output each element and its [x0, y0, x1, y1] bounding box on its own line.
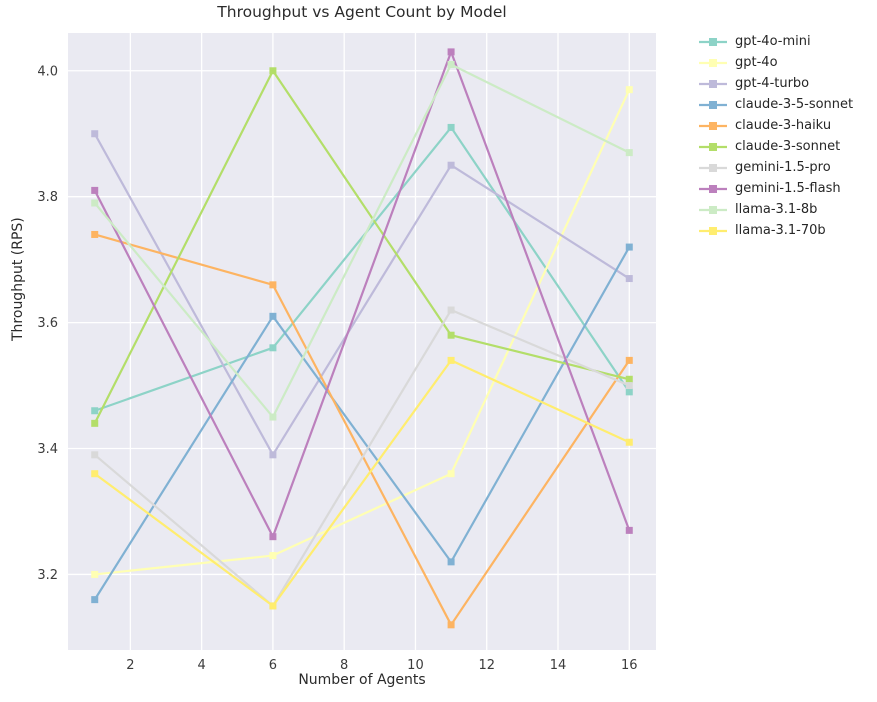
x-tick-label: 6 [269, 658, 277, 673]
legend-item-llama-3.1-70b: llama-3.1-70b [698, 223, 853, 239]
series-marker-gpt-4-turbo [447, 161, 455, 169]
x-tick-label: 12 [478, 658, 495, 673]
legend-swatch-icon [699, 38, 727, 46]
legend-swatch-icon [699, 227, 727, 235]
series-line-gpt-4-turbo [93, 132, 631, 456]
series-marker-claude-3-5-sonnet [625, 243, 633, 251]
y-tick-label: 3.2 [37, 568, 58, 583]
legend-swatch-icon [699, 101, 727, 109]
legend-swatch-icon [699, 122, 727, 130]
series-line-claude-3-sonnet [93, 69, 631, 425]
series-line-claude-3-5-sonnet [93, 245, 631, 601]
legend-swatch-icon [699, 206, 727, 214]
legend-label: claude-3-5-sonnet [735, 97, 854, 112]
series-line-llama-3.1-8b [93, 63, 631, 419]
series-marker-llama-3.1-8b [91, 199, 99, 207]
series-marker-gemini-1.5-flash [269, 533, 277, 541]
legend-item-gpt-4o-mini: gpt-4o-mini [698, 34, 853, 50]
legend-item-claude-3-haiku: claude-3-haiku [698, 118, 853, 134]
series-marker-gemini-1.5-pro [447, 306, 455, 314]
series-marker-gpt-4o [447, 470, 455, 478]
legend-swatch-icon [699, 164, 727, 172]
series-marker-gpt-4o [625, 86, 633, 94]
series-marker-claude-3-sonnet [625, 375, 633, 383]
series-marker-claude-3-5-sonnet [91, 596, 99, 604]
series-line-gemini-1.5-flash [93, 50, 631, 538]
x-axis-label: Number of Agents [298, 672, 426, 688]
series-marker-gpt-4o [269, 552, 277, 560]
series-line-gpt-4o-mini [93, 126, 631, 412]
x-tick-label: 8 [340, 658, 348, 673]
series-marker-llama-3.1-70b [625, 438, 633, 446]
y-tick-label: 3.4 [37, 442, 58, 457]
legend-swatch-icon [699, 80, 727, 88]
series-marker-claude-3-haiku [91, 230, 99, 238]
legend-swatch-icon [699, 59, 727, 67]
legend-label: claude-3-haiku [735, 118, 832, 133]
legend-item-gpt-4o: gpt-4o [698, 55, 853, 71]
series-marker-llama-3.1-70b [269, 602, 277, 610]
legend-item-llama-3.1-8b: llama-3.1-8b [698, 202, 853, 218]
y-tick-label: 3.8 [37, 190, 58, 205]
series-marker-gpt-4-turbo [269, 451, 277, 459]
legend-swatch-icon [699, 143, 727, 151]
plot-area [68, 33, 656, 650]
legend-label: llama-3.1-8b [735, 202, 818, 217]
series-marker-gpt-4o-mini [625, 388, 633, 396]
series-line-claude-3-haiku [93, 233, 631, 626]
x-tick-label: 16 [621, 658, 638, 673]
series-marker-llama-3.1-8b [447, 60, 455, 68]
series-marker-llama-3.1-8b [269, 413, 277, 421]
chart-title: Throughput vs Agent Count by Model [217, 3, 507, 21]
series-line-gemini-1.5-pro [93, 308, 631, 608]
legend-label: gpt-4o [735, 55, 778, 70]
series-marker-claude-3-haiku [447, 621, 455, 629]
series-marker-claude-3-5-sonnet [447, 558, 455, 566]
series-marker-llama-3.1-70b [447, 356, 455, 364]
legend-label: gpt-4-turbo [735, 76, 810, 91]
series-marker-gpt-4o-mini [269, 344, 277, 352]
legend-item-gpt-4-turbo: gpt-4-turbo [698, 76, 853, 92]
series-marker-llama-3.1-8b [625, 149, 633, 157]
series-marker-gemini-1.5-flash [91, 186, 99, 194]
legend-label: gpt-4o-mini [735, 34, 811, 49]
legend-item-claude-3-sonnet: claude-3-sonnet [698, 139, 853, 155]
legend-item-gemini-1.5-pro: gemini-1.5-pro [698, 160, 853, 176]
legend-item-gemini-1.5-flash: gemini-1.5-flash [698, 181, 853, 197]
series-marker-claude-3-sonnet [447, 331, 455, 339]
series-marker-gemini-1.5-pro [91, 451, 99, 459]
series-marker-gpt-4o-mini [91, 407, 99, 415]
legend-swatch-icon [699, 185, 727, 193]
series-marker-gemini-1.5-flash [447, 48, 455, 56]
legend-label: gemini-1.5-flash [735, 181, 841, 196]
legend-label: claude-3-sonnet [735, 139, 841, 154]
series-marker-gpt-4-turbo [625, 275, 633, 283]
series-marker-claude-3-haiku [269, 281, 277, 289]
series-marker-gpt-4-turbo [91, 130, 99, 138]
series-marker-claude-3-sonnet [91, 419, 99, 427]
series-marker-claude-3-haiku [625, 356, 633, 364]
y-tick-label: 3.6 [37, 316, 58, 331]
series-marker-gemini-1.5-pro [625, 382, 633, 390]
series-marker-gemini-1.5-flash [625, 526, 633, 534]
series-marker-claude-3-5-sonnet [269, 312, 277, 320]
legend-item-claude-3-5-sonnet: claude-3-5-sonnet [698, 97, 853, 113]
series-marker-gpt-4o-mini [447, 123, 455, 131]
series-marker-claude-3-sonnet [269, 67, 277, 75]
x-tick-label: 10 [407, 658, 424, 673]
series-marker-gpt-4o [91, 570, 99, 578]
legend: gpt-4o-mini gpt-4o gpt-4-turbo claude-3-5-s… [698, 34, 853, 239]
series-line-llama-3.1-70b [93, 359, 631, 608]
x-tick-label: 4 [197, 658, 205, 673]
legend-label: gemini-1.5-pro [735, 160, 831, 175]
x-tick-label: 14 [550, 658, 567, 673]
x-tick-label: 2 [126, 658, 134, 673]
legend-label: llama-3.1-70b [735, 223, 826, 238]
series-marker-llama-3.1-70b [91, 470, 99, 478]
y-tick-label: 4.0 [37, 64, 58, 79]
series-line-gpt-4o [93, 88, 631, 576]
